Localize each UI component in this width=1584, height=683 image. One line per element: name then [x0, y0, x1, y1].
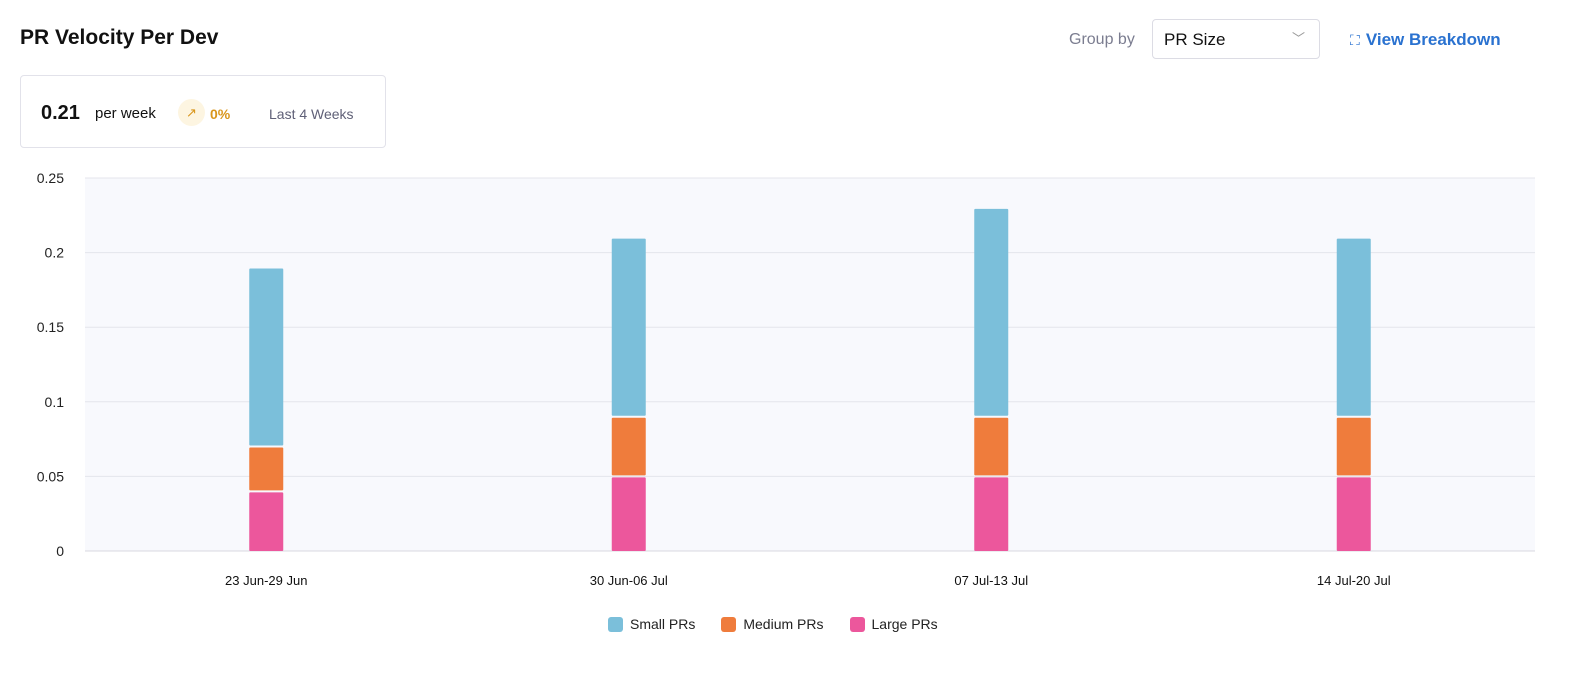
legend-item[interactable]: Small PRs — [608, 616, 695, 632]
bar-segment-medium-prs — [1336, 417, 1371, 476]
bar-segment-large-prs — [249, 492, 284, 551]
y-tick-label: 0.2 — [45, 245, 65, 261]
legend-label: Small PRs — [630, 616, 696, 632]
x-tick-label: 14 Jul-20 Jul — [1317, 573, 1391, 588]
legend-item[interactable]: Medium PRs — [721, 616, 824, 632]
bar-segment-small-prs — [974, 208, 1009, 416]
y-tick-label: 0 — [56, 543, 64, 559]
bar-segment-large-prs — [611, 477, 646, 551]
summary-change: 0% — [210, 106, 231, 122]
group-by-select[interactable]: PR Size ﹀ — [1152, 19, 1320, 59]
bar-segment-small-prs — [249, 268, 284, 446]
page-title: PR Velocity Per Dev — [20, 26, 219, 49]
chevron-down-icon: ﹀ — [1291, 31, 1305, 46]
legend-label: Medium PRs — [743, 616, 824, 632]
y-tick-label: 0.15 — [37, 319, 64, 335]
bar-segment-small-prs — [611, 238, 646, 416]
plot-area — [85, 178, 1535, 551]
bar-segment-small-prs — [1336, 238, 1371, 416]
expand-icon: ⛶ — [1350, 32, 1360, 48]
legend-swatch — [721, 616, 737, 632]
bar-segment-large-prs — [1336, 477, 1371, 551]
summary-unit: per week — [95, 105, 156, 122]
view-breakdown-button[interactable]: ⛶ View Breakdown — [1350, 30, 1501, 50]
x-tick-label: 07 Jul-13 Jul — [954, 573, 1028, 588]
y-tick-label: 0.1 — [45, 394, 65, 410]
summary-value: 0.21 — [41, 102, 80, 124]
summary-card: 0.21 per week ↗ 0% Last 4 Weeks — [20, 75, 386, 148]
bar-segment-large-prs — [974, 477, 1009, 551]
arrow-up-right-icon: ↗ — [178, 99, 205, 126]
group-by-label: Group by — [1069, 31, 1135, 48]
y-tick-label: 0.25 — [37, 170, 64, 186]
legend-label: Large PRs — [871, 616, 938, 632]
legend: Small PRs Medium PRs Large PRs — [608, 616, 938, 632]
x-tick-label: 23 Jun-29 Jun — [225, 573, 307, 588]
group-by-value: PR Size — [1164, 30, 1226, 49]
y-tick-label: 0.05 — [37, 468, 64, 484]
bar-segment-medium-prs — [249, 447, 284, 491]
summary-period: Last 4 Weeks — [269, 106, 354, 122]
legend-swatch — [608, 616, 623, 632]
bar-segment-medium-prs — [974, 417, 1009, 476]
view-breakdown-label: View Breakdown — [1365, 30, 1501, 49]
bar-segment-medium-prs — [611, 417, 646, 476]
legend-swatch — [849, 616, 865, 632]
x-tick-label: 30 Jun-06 Jul — [590, 573, 668, 588]
legend-item[interactable]: Large PRs — [849, 616, 938, 632]
